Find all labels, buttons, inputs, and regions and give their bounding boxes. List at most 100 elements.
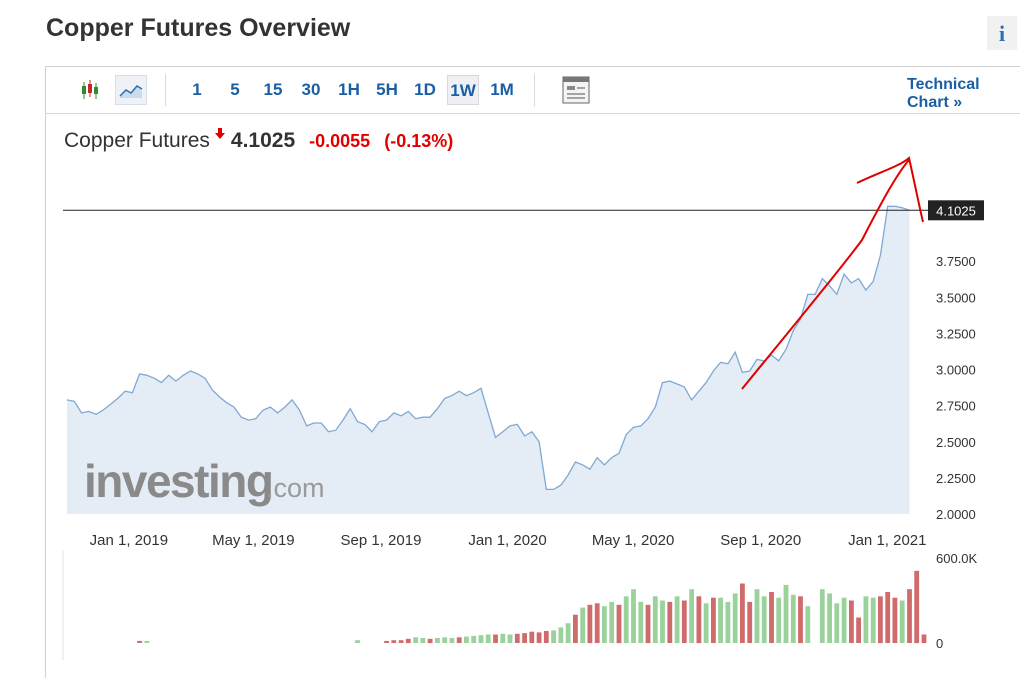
volume-bar xyxy=(805,606,811,643)
volume-bar xyxy=(355,640,360,643)
volume-bar xyxy=(863,596,869,644)
volume-bar xyxy=(674,596,680,644)
volume-bar xyxy=(856,617,861,643)
volume-bar xyxy=(405,638,411,644)
volume-bar xyxy=(681,600,687,643)
volume-bar xyxy=(514,633,520,643)
x-tick-label: Sep 1, 2020 xyxy=(720,532,801,549)
volume-bar xyxy=(623,596,629,644)
watermark-brand: investing xyxy=(84,455,272,507)
volume-bar xyxy=(652,596,658,644)
volume-bar xyxy=(478,635,484,643)
volume-bar xyxy=(660,600,665,643)
y-tick-label: 2.2500 xyxy=(936,471,976,486)
interval-1h[interactable]: 1H xyxy=(338,80,360,99)
volume-bar xyxy=(878,596,883,644)
volume-bar xyxy=(696,596,702,644)
volume-bar xyxy=(783,584,789,643)
volume-bar xyxy=(907,589,912,643)
info-button[interactable]: i xyxy=(987,16,1017,50)
volume-bar xyxy=(522,633,527,643)
volume-bar xyxy=(638,601,644,643)
volume-bar xyxy=(631,589,636,643)
volume-bar xyxy=(754,589,760,643)
volume-bar xyxy=(449,638,455,643)
volume-bar xyxy=(551,630,556,644)
interval-1[interactable]: 1 xyxy=(192,80,202,99)
volume-bar xyxy=(565,623,571,643)
y-tick-label: 2.0000 xyxy=(936,507,976,522)
volume-bar xyxy=(384,640,389,643)
x-tick-label: Sep 1, 2019 xyxy=(341,532,422,549)
y-tick-label: 2.5000 xyxy=(936,435,976,450)
x-tick-label: Jan 1, 2021 xyxy=(848,532,926,549)
volume-bar xyxy=(144,640,150,643)
volume-bar xyxy=(580,607,586,643)
volume-bar xyxy=(573,614,578,643)
trend-annotation xyxy=(741,156,924,390)
last-price: 4.1025 xyxy=(230,129,296,152)
volume-bar xyxy=(616,604,622,644)
volume-bar xyxy=(921,634,927,643)
volume-bar xyxy=(798,596,803,644)
volume-bar xyxy=(137,640,142,643)
interval-1d[interactable]: 1D xyxy=(414,80,436,99)
volume-bar xyxy=(413,637,418,643)
volume-bar xyxy=(507,634,513,643)
volume-bar xyxy=(892,597,898,643)
volume-bar xyxy=(747,601,753,643)
volume-bar xyxy=(790,594,796,643)
y-tick-label: 3.7500 xyxy=(936,254,976,269)
axis-group: 4.1025 2.0000 2.2500 2.5000 2.7500 3.0000 3.25… xyxy=(62,200,984,660)
layout-icon[interactable] xyxy=(559,75,593,105)
volume-bar xyxy=(391,640,397,643)
volume-bar xyxy=(776,597,782,643)
volume-bar xyxy=(500,633,506,643)
volume-bar xyxy=(885,592,891,643)
y-tick-label: 3.2500 xyxy=(936,326,976,341)
y-tick-label: 3.5000 xyxy=(936,290,976,305)
volume-bar xyxy=(834,603,840,643)
volume-bar xyxy=(543,631,549,643)
volume-bar xyxy=(602,606,607,643)
x-tick-label: May 1, 2019 xyxy=(212,532,295,549)
volume-bar xyxy=(471,635,477,643)
volume-bar xyxy=(732,593,738,643)
quote-header: Copper Futures 4.1025 -0.0055 (-0.13%) xyxy=(64,128,453,157)
investing-watermark: investing .com xyxy=(84,455,325,507)
interval-5[interactable]: 5 xyxy=(230,80,240,99)
x-tick-label: May 1, 2020 xyxy=(592,532,675,549)
interval-5h[interactable]: 5H xyxy=(376,80,398,99)
candlestick-icon[interactable] xyxy=(75,75,107,105)
volume-bar xyxy=(899,600,905,643)
price-area xyxy=(67,206,910,515)
volume-bar xyxy=(398,640,404,643)
interval-1w[interactable]: 1W xyxy=(447,75,479,105)
volume-bar xyxy=(594,603,600,643)
interval-1m[interactable]: 1M xyxy=(490,80,514,99)
x-tick-label: Jan 1, 2020 xyxy=(468,532,546,549)
toolbar-divider xyxy=(165,74,166,106)
volume-bar xyxy=(485,634,491,643)
y-tick-label: 3.0000 xyxy=(936,363,976,378)
y-tick-label: 2.7500 xyxy=(936,399,976,414)
x-tick-label: Jan 1, 2019 xyxy=(90,532,168,549)
watermark-suffix: .com xyxy=(266,473,325,503)
volume-tick-label: 600.0K xyxy=(936,551,978,566)
volume-group xyxy=(137,570,927,644)
line-chart-icon[interactable] xyxy=(115,75,147,105)
page-title: Copper Futures Overview xyxy=(46,14,351,42)
interval-15[interactable]: 15 xyxy=(263,80,283,99)
volume-bar xyxy=(587,604,593,644)
volume-bar xyxy=(645,604,651,644)
annotation-arrowhead xyxy=(856,156,924,223)
volume-bar xyxy=(435,638,440,643)
toolbar-divider xyxy=(534,74,535,106)
current-price-label: 4.1025 xyxy=(936,203,976,218)
technical-chart-link[interactable]: Technical Chart » xyxy=(907,76,980,111)
interval-30[interactable]: 30 xyxy=(301,80,321,99)
volume-bar xyxy=(536,632,542,643)
volume-bar xyxy=(667,601,673,643)
volume-bar xyxy=(427,638,433,644)
